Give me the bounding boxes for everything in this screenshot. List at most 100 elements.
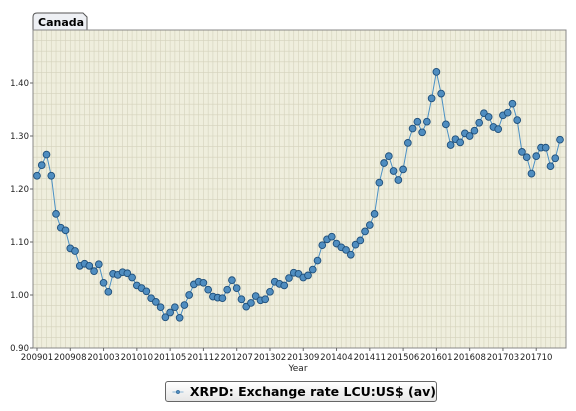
data-point bbox=[346, 250, 355, 259]
data-point bbox=[427, 94, 436, 103]
data-point bbox=[285, 274, 293, 282]
data-point bbox=[365, 221, 374, 229]
data-point bbox=[99, 278, 108, 287]
data-point bbox=[546, 162, 555, 171]
data-point bbox=[223, 285, 232, 294]
data-point bbox=[518, 148, 526, 156]
data-point bbox=[551, 154, 560, 163]
grid-lines bbox=[33, 30, 566, 348]
data-point bbox=[104, 287, 113, 296]
data-point bbox=[437, 89, 445, 98]
data-point bbox=[532, 152, 541, 160]
data-point bbox=[470, 126, 479, 135]
x-tick-label: 201010 bbox=[121, 353, 153, 363]
data-point bbox=[156, 303, 165, 312]
data-point bbox=[384, 152, 393, 160]
data-point bbox=[356, 236, 365, 245]
y-tick-label: 1.10 bbox=[10, 238, 29, 248]
x-tick-label: 201411 bbox=[354, 353, 386, 363]
data-point bbox=[266, 287, 274, 296]
data-point bbox=[351, 240, 360, 249]
data-point bbox=[304, 271, 312, 280]
y-tick-label: 1.00 bbox=[10, 291, 29, 301]
data-point bbox=[85, 262, 94, 270]
data-point bbox=[71, 247, 79, 255]
data-point bbox=[494, 125, 503, 133]
y-axis: 0.90 1.00 1.10 1.20 1.30 1.40 bbox=[10, 79, 33, 354]
data-point bbox=[232, 284, 241, 292]
data-point bbox=[171, 303, 179, 312]
data-point bbox=[228, 276, 236, 285]
data-point bbox=[180, 301, 189, 309]
legend[interactable]: XRPD: Exchange rate LCU:US$ (av) bbox=[165, 381, 437, 402]
data-point bbox=[404, 139, 412, 147]
data-point bbox=[52, 210, 60, 218]
data-point bbox=[47, 171, 56, 180]
data-point bbox=[442, 120, 450, 129]
x-tick-label: 201608 bbox=[453, 353, 485, 363]
data-point bbox=[152, 298, 160, 306]
legend-series-icon bbox=[172, 389, 184, 394]
data-point bbox=[394, 176, 403, 184]
data-point bbox=[361, 227, 369, 236]
x-tick-label: 200901 bbox=[21, 353, 53, 363]
data-point bbox=[503, 108, 512, 117]
data-point bbox=[556, 135, 564, 144]
x-tick-label: 201207 bbox=[220, 353, 252, 363]
data-point bbox=[475, 118, 484, 127]
data-point bbox=[308, 265, 317, 274]
data-point bbox=[204, 285, 213, 294]
data-point bbox=[456, 138, 465, 147]
data-point bbox=[128, 273, 136, 282]
chart-title: Canada bbox=[38, 16, 84, 29]
x-tick-label: 201105 bbox=[154, 353, 186, 363]
data-point bbox=[541, 143, 550, 152]
data-point bbox=[432, 68, 441, 76]
data-point bbox=[142, 287, 151, 296]
data-point bbox=[508, 99, 517, 108]
data-point bbox=[94, 260, 103, 269]
data-point bbox=[42, 150, 51, 159]
data-point bbox=[408, 124, 417, 133]
x-tick-label: 201309 bbox=[287, 353, 319, 363]
data-point bbox=[161, 313, 170, 322]
data-point bbox=[199, 278, 208, 287]
data-point bbox=[90, 267, 98, 276]
x-tick-label: 200908 bbox=[54, 353, 86, 363]
data-point bbox=[166, 308, 174, 317]
data-point bbox=[413, 117, 422, 126]
data-point bbox=[399, 165, 407, 174]
data-point bbox=[280, 281, 289, 290]
x-tick-label: 201112 bbox=[187, 353, 219, 363]
data-point bbox=[237, 295, 246, 304]
data-point bbox=[218, 294, 227, 303]
data-point bbox=[313, 256, 322, 265]
data-point bbox=[327, 232, 336, 241]
data-point bbox=[261, 295, 270, 304]
data-point bbox=[342, 246, 350, 254]
legend-series-label: XRPD: Exchange rate LCU:US$ (av) bbox=[189, 384, 436, 399]
x-tick-label: 201506 bbox=[387, 353, 419, 363]
x-tick-label: 201302 bbox=[254, 353, 286, 363]
x-axis-title: Year bbox=[287, 364, 307, 374]
data-point bbox=[423, 117, 431, 126]
series-points bbox=[33, 68, 564, 322]
data-point bbox=[446, 141, 455, 149]
data-point bbox=[251, 292, 260, 300]
chart-title-tab: Canada bbox=[32, 12, 88, 31]
data-point bbox=[484, 113, 493, 121]
data-point bbox=[33, 171, 41, 180]
x-tick-label: 201710 bbox=[520, 353, 552, 363]
data-point bbox=[513, 116, 522, 124]
data-point bbox=[37, 161, 46, 170]
data-point bbox=[370, 210, 379, 218]
x-tick-label: 201703 bbox=[487, 353, 519, 363]
data-point bbox=[389, 167, 398, 175]
data-point bbox=[522, 153, 531, 162]
data-point bbox=[185, 291, 193, 299]
data-point bbox=[247, 299, 255, 307]
x-tick-label: 201404 bbox=[320, 353, 352, 363]
x-tick-label: 201003 bbox=[87, 353, 119, 363]
x-axis: 200901 200908 201003 201010 201105 201112 2012… bbox=[21, 348, 552, 363]
x-tick-label: 201601 bbox=[420, 353, 452, 363]
